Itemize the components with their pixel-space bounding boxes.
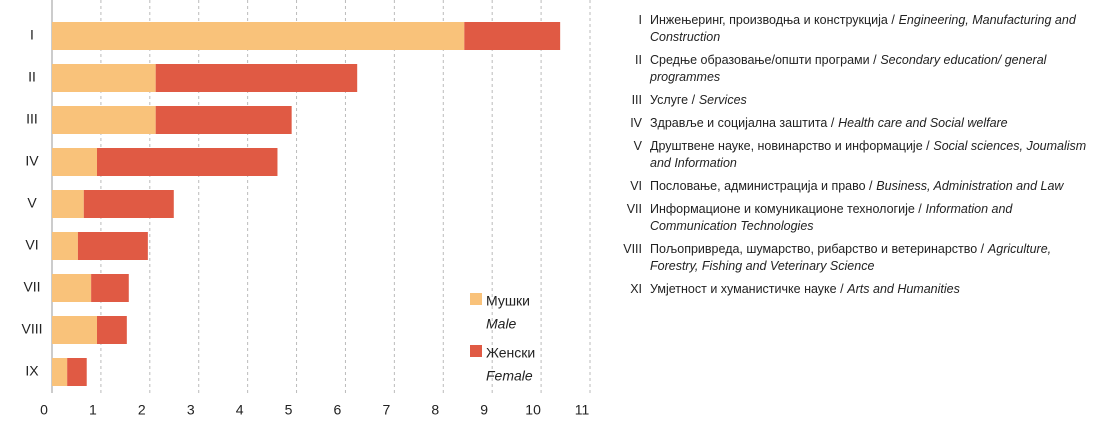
note-item: I Инжењеринг, производња и конструкција /… <box>612 12 1090 46</box>
note-item: VI Пословање, администрација и право / Bus… <box>612 178 1090 195</box>
bar-segment <box>52 106 156 134</box>
note-number: VII <box>626 202 642 216</box>
note-sr: Услуге / <box>650 93 696 107</box>
note-en: Business, Administration and Law <box>876 179 1064 193</box>
x-tick-label: 6 <box>334 402 342 418</box>
bar-segment <box>52 148 97 176</box>
note-sr: Информационе и комуникационе технологије… <box>650 202 922 216</box>
note-text: Средње образовање/општи програми / Second… <box>650 52 1090 86</box>
x-tick-label: 9 <box>480 402 488 418</box>
bar-segment <box>77 232 148 260</box>
bar-segment <box>67 358 87 386</box>
bar-segment <box>52 64 156 92</box>
bar-segment <box>52 316 97 344</box>
note-en: Health care and Social welfare <box>838 116 1008 130</box>
bar-segment <box>155 64 358 92</box>
note-sr: Средње образовање/општи програми / <box>650 53 877 67</box>
note-number: VI <box>630 179 642 193</box>
note-number: IV <box>630 116 642 130</box>
note-en: Information and Communication Technologi… <box>650 202 1013 233</box>
note-en: Services <box>698 93 747 107</box>
note-number: VIII <box>623 242 642 256</box>
note-sr: Пољопривреда, шумарство, рибарство и вет… <box>650 242 985 256</box>
legend-label-en: Female <box>486 368 533 384</box>
y-tick-label: II <box>28 69 36 85</box>
note-text: Друштвене науке, новинарство и информаци… <box>650 138 1090 172</box>
bar-segment <box>91 274 129 302</box>
note-number: III <box>631 93 642 107</box>
note-text: Инжењеринг, производња и конструкција / E… <box>650 12 1090 46</box>
note-en: Social sciences, Joumalism and Informati… <box>650 139 1087 170</box>
y-tick-label: IX <box>25 363 39 379</box>
note-en: Arts and Humanities <box>847 282 960 296</box>
x-tick-label: 4 <box>236 402 244 418</box>
chart: 01234567891011IIIIIIIVVVIVIIVIIIIXхиљ.th… <box>21 0 636 419</box>
y-tick-label: I <box>30 27 34 43</box>
bar-segment <box>52 22 465 50</box>
note-text: Умјетност и хуманистичке науке / Arts and… <box>650 281 1090 298</box>
note-number: XI <box>630 282 642 296</box>
note-en: Secondary education/ general programmes <box>650 53 1047 84</box>
x-tick-label: 2 <box>138 402 146 418</box>
x-tick-label: 0 <box>40 402 48 418</box>
note-item: II Средње образовање/општи програми / Seco… <box>612 52 1090 86</box>
note-text: Здравље и социјална заштита / Health care… <box>650 115 1090 132</box>
note-number: V <box>633 139 642 153</box>
bar-segment <box>52 190 84 218</box>
note-text: Услуге / Services <box>650 92 1090 109</box>
y-tick-label: VIII <box>21 321 42 337</box>
x-tick-label: 11 <box>575 402 590 418</box>
note-number: I <box>638 13 642 27</box>
note-item: III Услуге / Services <box>612 92 1090 109</box>
note-en: Engineering, Manufacturing and Construct… <box>650 13 1076 44</box>
y-tick-label: IV <box>25 153 39 169</box>
note-sr: Пословање, администрација и право / <box>650 179 873 193</box>
note-text: Пољопривреда, шумарство, рибарство и вет… <box>650 241 1090 275</box>
bar-segment <box>83 190 174 218</box>
note-item: IV Здравље и социјална заштита / Health ca… <box>612 115 1090 132</box>
note-item: VII Информационе и комуникационе технолог… <box>612 201 1090 235</box>
category-notes: I Инжењеринг, производња и конструкција /… <box>612 12 1090 304</box>
x-tick-label: 10 <box>525 402 541 418</box>
bar-segment <box>52 274 92 302</box>
note-item: XI Умјетност и хуманистичке науке / Arts a… <box>612 281 1090 298</box>
bar-segment <box>155 106 292 134</box>
y-tick-label: III <box>26 111 38 127</box>
bar-segment <box>96 148 278 176</box>
note-sr: Друштвене науке, новинарство и информаци… <box>650 139 930 153</box>
note-en: Agriculture, Forestry, Fishing and Veter… <box>650 242 1052 273</box>
legend-label: Мушки <box>486 293 530 309</box>
legend-swatch <box>470 293 482 305</box>
bar-segment <box>52 232 78 260</box>
y-tick-label: VI <box>25 237 38 253</box>
x-tick-label: 5 <box>285 402 293 418</box>
note-item: VIII Пољопривреда, шумарство, рибарство и… <box>612 241 1090 275</box>
note-sr: Инжењеринг, производња и конструкција / <box>650 13 895 27</box>
x-tick-label: 8 <box>431 402 439 418</box>
bar-segment <box>464 22 561 50</box>
legend-swatch <box>470 345 482 357</box>
note-sr: Умјетност и хуманистичке науке / <box>650 282 844 296</box>
y-tick-label: VII <box>23 279 40 295</box>
x-tick-label: 7 <box>382 402 390 418</box>
note-number: II <box>635 53 642 67</box>
legend-label: Женски <box>486 345 535 361</box>
note-sr: Здравље и социјална заштита / <box>650 116 835 130</box>
x-tick-label: 1 <box>89 402 97 418</box>
bar-segment <box>52 358 68 386</box>
y-tick-label: V <box>27 195 37 211</box>
note-text: Пословање, администрација и право / Busin… <box>650 178 1090 195</box>
bar-segment <box>96 316 127 344</box>
legend-label-en: Male <box>486 316 517 332</box>
note-text: Информационе и комуникационе технологије… <box>650 201 1090 235</box>
x-tick-label: 3 <box>187 402 195 418</box>
note-item: V Друштвене науке, новинарство и информац… <box>612 138 1090 172</box>
